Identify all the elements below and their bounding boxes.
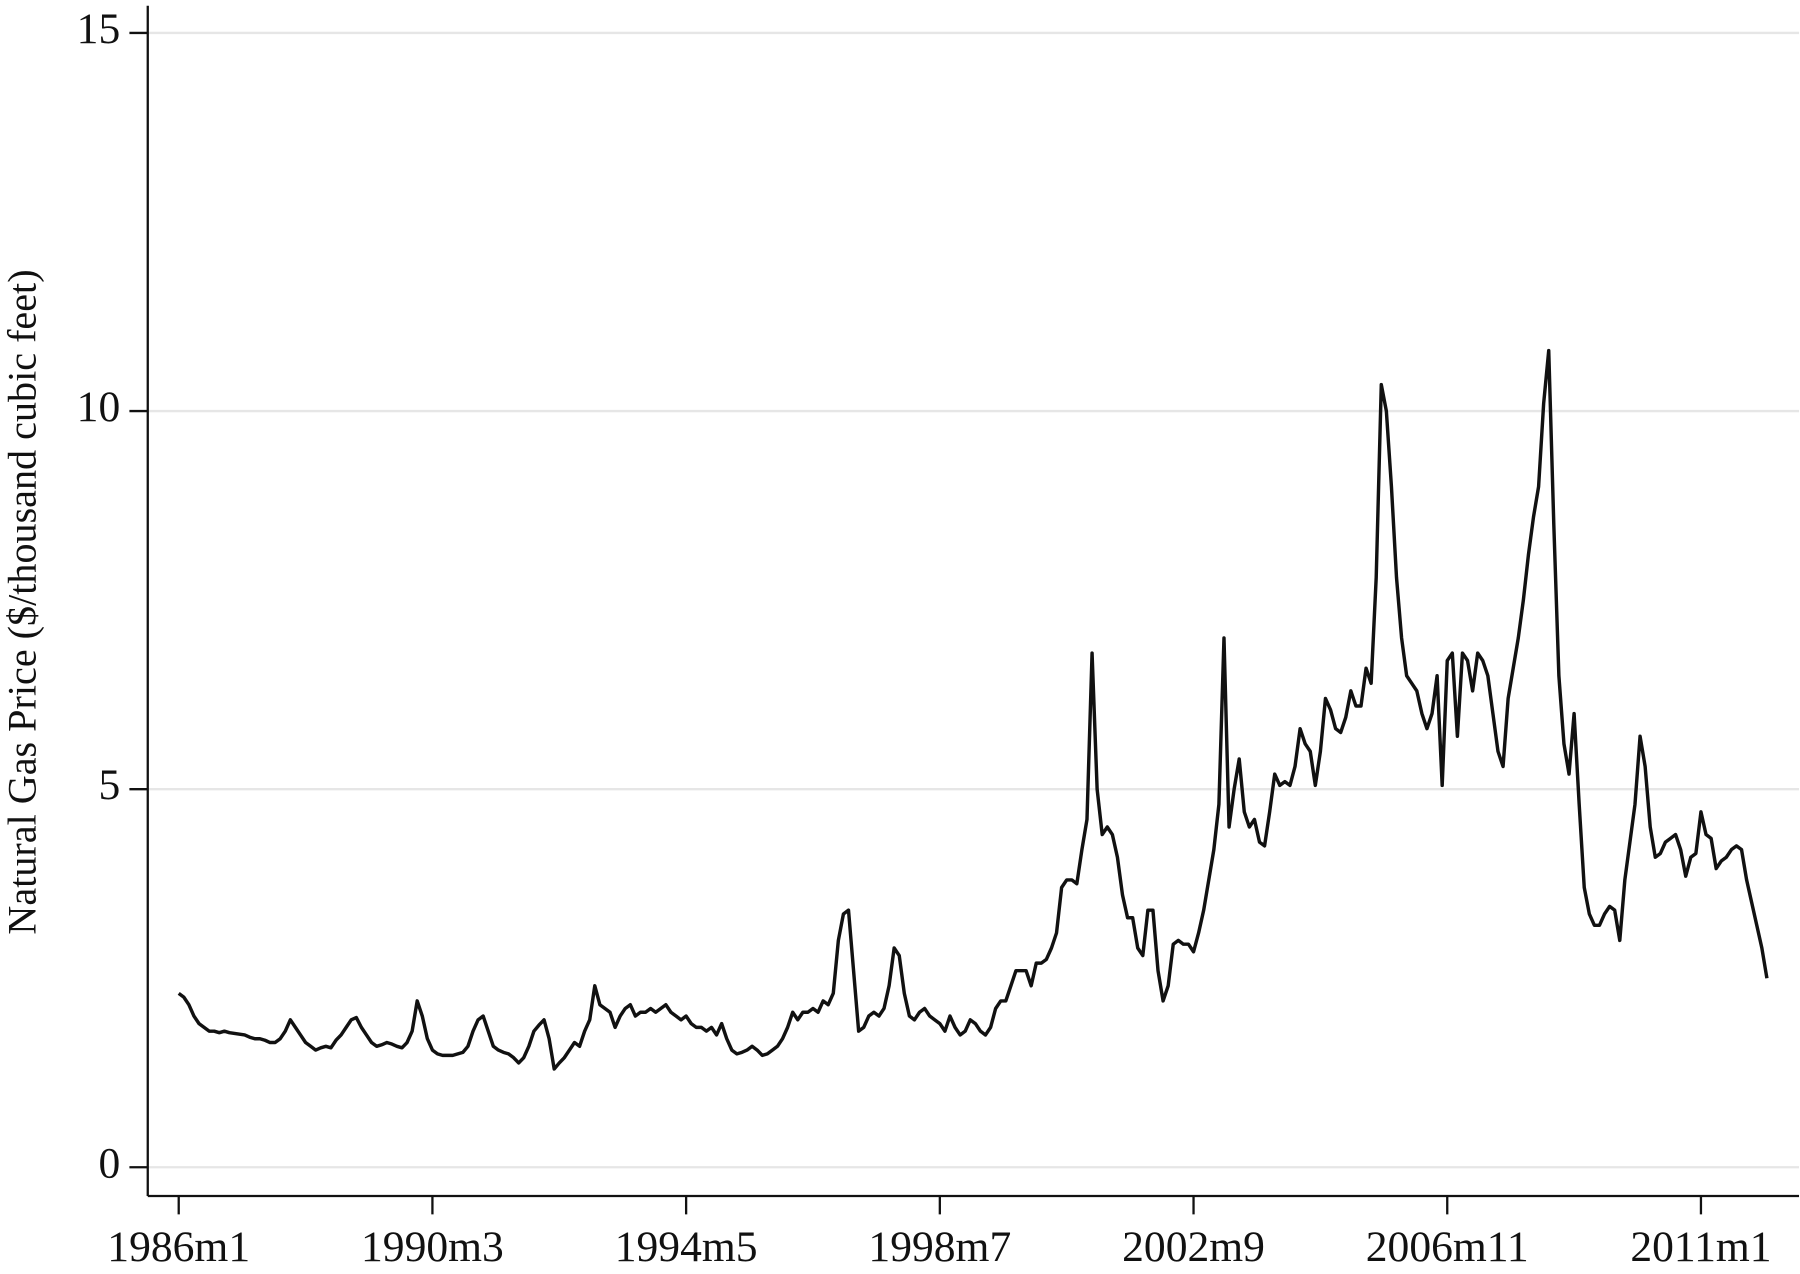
x-tick-label: 2006m11 [1366, 1223, 1529, 1271]
y-tick-label: 15 [77, 5, 121, 53]
x-tick-label: 1994m5 [615, 1223, 758, 1271]
x-tick-label: 2002m9 [1122, 1223, 1265, 1271]
x-tick-label: 2011m1 [1630, 1223, 1771, 1271]
y-tick-label: 5 [98, 761, 120, 809]
price-line [177, 348, 1769, 1071]
x-tick-label: 1986m1 [107, 1223, 250, 1271]
y-axis-label: Natural Gas Price ($/thousand cubic feet… [0, 269, 44, 934]
x-tick-label: 1990m3 [361, 1223, 504, 1271]
y-tick-label: 0 [98, 1139, 120, 1187]
x-tick-label: 1998m7 [868, 1223, 1011, 1271]
y-tick-label: 10 [77, 383, 121, 431]
